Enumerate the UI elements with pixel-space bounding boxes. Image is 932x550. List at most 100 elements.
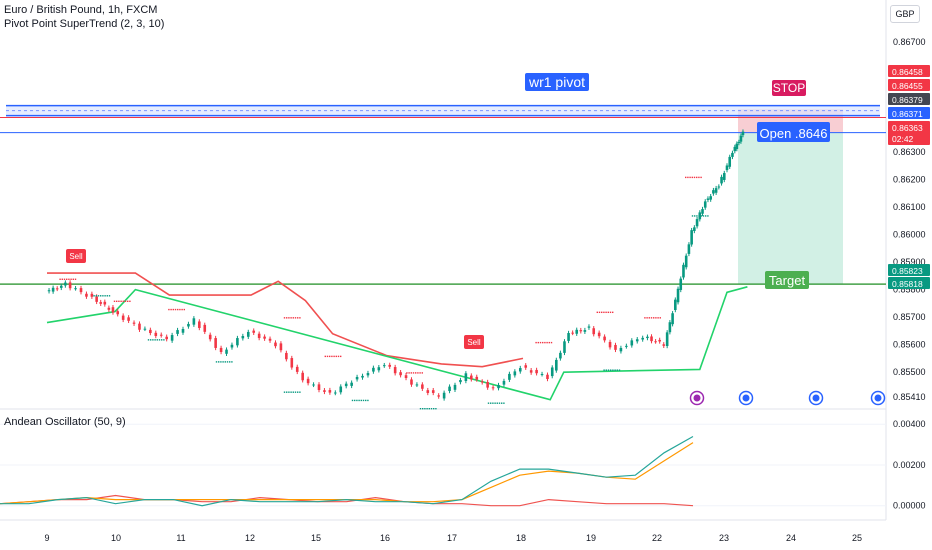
pivot-high-dot	[419, 372, 421, 374]
candle-body	[328, 390, 332, 393]
calendar-event-icon-core	[742, 394, 750, 402]
candle-body	[524, 365, 528, 368]
candle-body	[706, 198, 710, 200]
pivot-low-dot	[424, 408, 426, 410]
supertrend-down-line	[47, 272, 524, 368]
pivot-low-dot	[356, 399, 358, 402]
osc-tick-label: 0.00400	[893, 419, 926, 429]
pivot-high-dot	[72, 278, 74, 280]
pivot-high-dot	[294, 317, 297, 319]
candle-body	[459, 379, 462, 383]
sell-label-1[interactable]: Sell	[66, 249, 86, 263]
pivot-low-dot	[150, 339, 152, 341]
pivot-low-dot	[297, 391, 299, 393]
price-tag-text: 0.85818	[892, 279, 923, 289]
candle-body	[219, 347, 223, 353]
target-label-bg	[765, 271, 809, 289]
currency-badge[interactable]: GBP	[890, 5, 920, 23]
candle-body	[64, 282, 67, 286]
candle-body	[263, 336, 266, 339]
sell-label-1-bg	[66, 249, 86, 263]
price-tick-label: 0.85700	[893, 312, 926, 322]
time-tick-label: 22	[652, 533, 662, 543]
target-label-text: Target	[769, 273, 806, 288]
stop-label[interactable]: STOP	[772, 80, 806, 96]
pivot-label[interactable]: wr1 pivot	[525, 73, 589, 91]
candle-body	[470, 375, 473, 380]
symbol-title: Euro / British Pound, 1h, FXCM	[4, 4, 158, 16]
candle-body	[676, 288, 680, 303]
pivot-high-dot	[539, 341, 542, 344]
candle-body	[225, 349, 228, 354]
time-tick-label: 15	[311, 533, 321, 543]
candle-body	[214, 338, 217, 348]
pivot-low-dot	[163, 339, 165, 341]
candle-body	[421, 384, 424, 389]
pivot-high-dot	[548, 341, 550, 344]
candle-body	[103, 301, 107, 305]
pivot-low-dot	[156, 339, 158, 341]
oscillator-title: Andean Oscillator (50, 9)	[4, 416, 126, 428]
candle-body	[426, 390, 430, 393]
pivot-high-dot	[113, 300, 116, 303]
target-label[interactable]: Target	[765, 271, 809, 289]
pivot-high-dot	[537, 341, 539, 344]
pivot-high-dot	[286, 317, 288, 319]
pivot-high-dot	[546, 341, 548, 344]
candle-body	[111, 307, 115, 313]
candle-body	[198, 321, 201, 328]
candle-body	[257, 333, 261, 339]
pivot-low-dot	[222, 361, 224, 363]
pivot-low-dot	[487, 402, 490, 404]
calendar-event-icon[interactable]	[870, 390, 886, 406]
pivot-high-dot	[603, 311, 605, 314]
pivot-low-dot	[694, 215, 696, 217]
profit-zone	[738, 132, 843, 285]
pivot-high-dot	[550, 341, 553, 344]
pivot-high-dot	[417, 372, 419, 374]
pivot-high-dot	[326, 355, 329, 358]
pivot-low-dot	[362, 399, 365, 402]
pivot-label-bg	[525, 73, 589, 91]
pivot-low-dot	[152, 339, 154, 341]
time-tick-label: 25	[852, 533, 862, 543]
lightning-icon[interactable]	[689, 390, 705, 406]
candle-body	[159, 334, 163, 336]
candle-body	[687, 244, 691, 254]
price-tag-bg	[888, 264, 930, 276]
pivot-low-dot	[494, 402, 496, 404]
pivot-high-dot	[127, 300, 129, 303]
candle-body	[350, 382, 353, 386]
pivot-high-dot	[183, 308, 185, 311]
price-tag-text: 0.86379	[892, 95, 923, 105]
pivot-low-dot	[292, 391, 294, 393]
candle-body	[399, 372, 402, 376]
candle-body	[236, 338, 239, 346]
price-tag: 0.85823	[888, 264, 930, 276]
pivot-low-dot	[106, 295, 108, 297]
calendar-event-icon[interactable]	[808, 390, 824, 406]
candle-body	[285, 352, 288, 360]
calendar-event-icon[interactable]	[738, 390, 754, 406]
pivot-high-dot	[646, 317, 648, 319]
candle-body	[268, 338, 272, 341]
pivot-high-dot	[421, 372, 423, 374]
candle-body	[121, 315, 125, 320]
sell-label-2[interactable]: Sell	[464, 335, 484, 349]
candle-body	[668, 322, 672, 333]
pivot-low-dot	[496, 402, 498, 404]
pivot-low-dot	[705, 215, 707, 217]
pivot-high-dot	[698, 176, 700, 179]
pivot-low-dot	[498, 402, 501, 404]
candle-body	[279, 343, 283, 351]
candle-body	[90, 293, 94, 297]
candle-body	[344, 383, 348, 387]
pivot-low-dot	[290, 391, 292, 393]
pivot-high-dot	[335, 355, 337, 358]
open-label[interactable]: Open .8646	[757, 122, 830, 142]
pivot-high-dot	[644, 317, 646, 319]
price-tag: 0.86371	[888, 107, 930, 119]
candle-body	[603, 336, 606, 341]
candle-body	[662, 344, 666, 346]
